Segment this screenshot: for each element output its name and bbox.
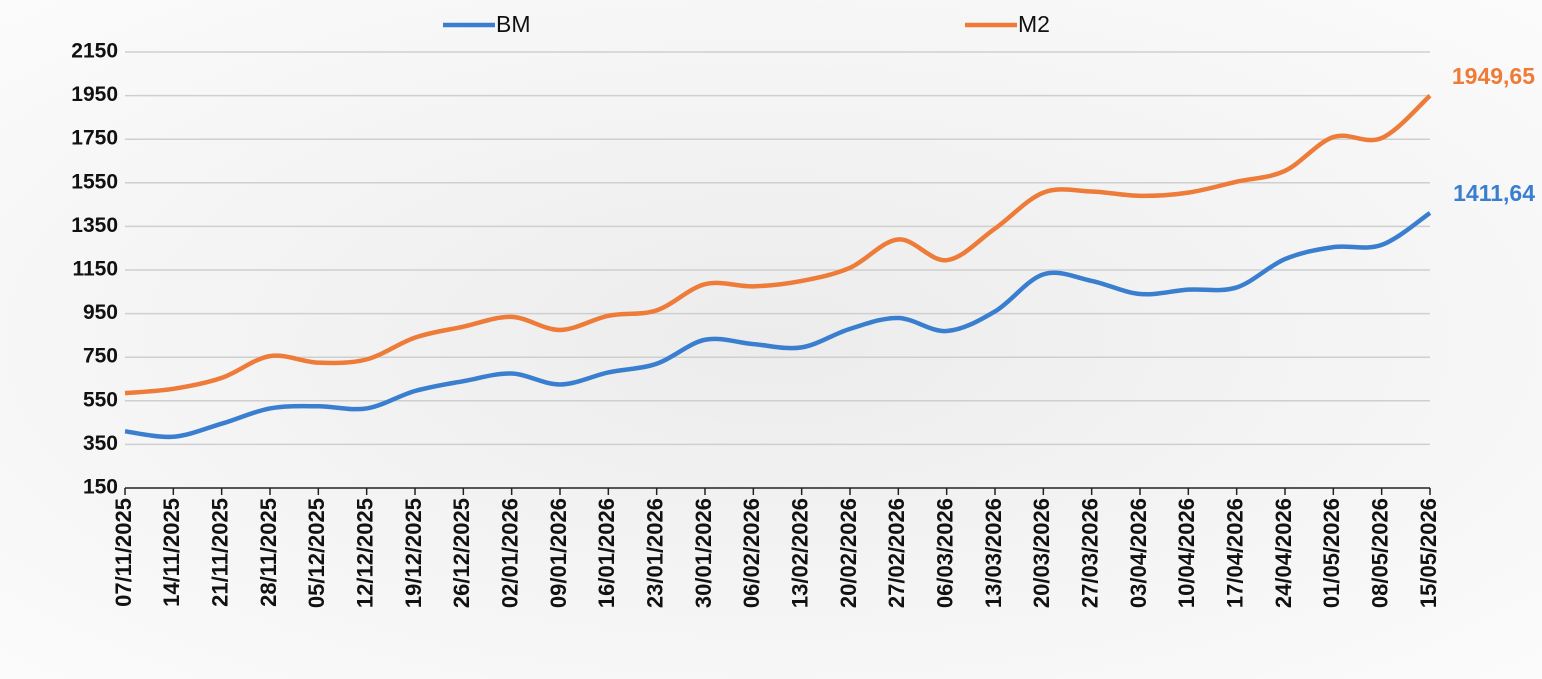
data-label: 1949,65 (1452, 63, 1535, 89)
legend-item: M2 (965, 11, 1050, 37)
x-tick-label: 19/12/2025 (401, 498, 426, 608)
x-tick-label: 06/02/2026 (739, 498, 764, 608)
series-line (124, 211, 1432, 440)
x-tick-label: 27/03/2026 (1077, 498, 1102, 608)
y-tick-label: 1150 (72, 258, 118, 281)
x-tick-label: 16/01/2026 (594, 498, 619, 608)
x-tick-label: 03/04/2026 (1126, 498, 1151, 608)
x-tick-label: 13/03/2026 (981, 498, 1006, 608)
x-tick-label: 28/11/2025 (256, 498, 281, 607)
x-tick-label: 13/02/2026 (787, 498, 812, 608)
x-tick-label: 07/11/2025 (111, 498, 136, 607)
y-tick-label: 1350 (71, 214, 118, 237)
legend-label: M2 (1018, 11, 1050, 37)
x-tick-label: 20/03/2026 (1029, 498, 1054, 608)
y-tick-label: 2150 (71, 40, 118, 63)
y-tick-label: 150 (83, 476, 118, 499)
x-tick-label: 09/01/2026 (546, 498, 571, 608)
x-tick-label: 24/04/2026 (1271, 498, 1296, 608)
y-tick-label: 1550 (71, 170, 118, 193)
x-tick-label: 14/11/2025 (159, 498, 184, 607)
x-tick-label: 01/05/2026 (1319, 498, 1344, 608)
y-tick-label: 350 (83, 432, 118, 455)
x-tick-label: 17/04/2026 (1222, 498, 1247, 608)
x-tick-label: 02/01/2026 (497, 498, 522, 608)
x-tick-label: 08/05/2026 (1367, 498, 1392, 608)
y-tick-label: 1750 (71, 127, 118, 150)
x-tick-label: 26/12/2025 (449, 498, 474, 608)
x-tick-label: 30/01/2026 (691, 498, 716, 608)
x-tick-label: 27/02/2026 (884, 498, 909, 608)
legend-item: BM (443, 11, 531, 37)
x-tick-label: 10/04/2026 (1174, 498, 1199, 608)
series-line (124, 93, 1432, 396)
legend-label: BM (496, 11, 531, 37)
y-tick-label: 1950 (71, 83, 118, 106)
x-tick-label: 06/03/2026 (932, 498, 957, 608)
x-tick-label: 21/11/2025 (207, 498, 232, 607)
x-tick-label: 23/01/2026 (642, 498, 667, 608)
x-tick-label: 15/05/2026 (1416, 498, 1441, 608)
x-tick-label: 20/02/2026 (836, 498, 861, 608)
x-tick-label: 12/12/2025 (352, 498, 377, 608)
x-tick-label: 05/12/2025 (304, 498, 329, 608)
data-label: 1411,64 (1453, 180, 1535, 206)
y-tick-label: 750 (83, 345, 118, 368)
y-tick-label: 550 (83, 388, 118, 411)
y-tick-label: 950 (83, 301, 118, 324)
